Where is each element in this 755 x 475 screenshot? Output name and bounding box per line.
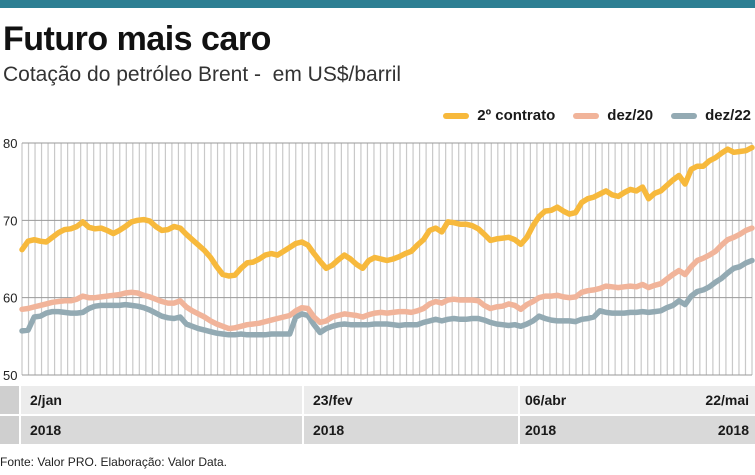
y-tick-label: 70 <box>3 213 17 228</box>
x-axis-date-band <box>0 386 755 414</box>
legend-item-dez22: dez/22 <box>671 107 751 124</box>
legend-swatch-dez20 <box>573 112 600 119</box>
legend-swatch-2o-contrato <box>443 112 470 119</box>
legend-label-dez20: dez/20 <box>607 107 654 124</box>
legend-label-dez22: dez/22 <box>705 107 751 124</box>
x-year-label: 2018 <box>313 422 344 438</box>
chart-legend: 2º contrato dez/20 dez/22 <box>425 107 751 124</box>
top-accent-bar <box>0 0 755 8</box>
y-tick-label: 80 <box>3 136 17 151</box>
source-note: Fonte: Valor PRO. Elaboração: Valor Data… <box>0 455 227 469</box>
legend-item-dez20: dez/20 <box>573 107 653 124</box>
legend-label-2o-contrato: 2º contrato <box>477 107 556 124</box>
x-year-label: 2018 <box>525 422 556 438</box>
x-year-label: 2018 <box>718 422 749 438</box>
series-line-1 <box>19 225 755 332</box>
x-axis-year-band <box>0 416 755 444</box>
legend-item-2o-contrato: 2º contrato <box>443 107 555 124</box>
chart-subtitle: Cotação do petróleo Brent - em US$/barri… <box>3 63 402 86</box>
brent-line-chart: 80 70 60 50 2/jan 23/fev 06/abr 22/mai 2018 2018 2… <box>0 136 755 444</box>
series-line-0 <box>19 144 755 279</box>
x-date-label: 23/fev <box>313 392 353 408</box>
x-date-label: 2/jan <box>30 392 62 408</box>
x-year-label: 2018 <box>30 422 61 438</box>
y-tick-label: 50 <box>3 368 17 383</box>
series-line-2 <box>19 257 755 338</box>
x-date-label: 06/abr <box>525 392 567 408</box>
x-date-label: 22/mai <box>705 392 749 408</box>
legend-swatch-dez22 <box>671 112 698 119</box>
page-title: Futuro mais caro <box>3 20 271 58</box>
y-tick-label: 60 <box>3 291 17 306</box>
